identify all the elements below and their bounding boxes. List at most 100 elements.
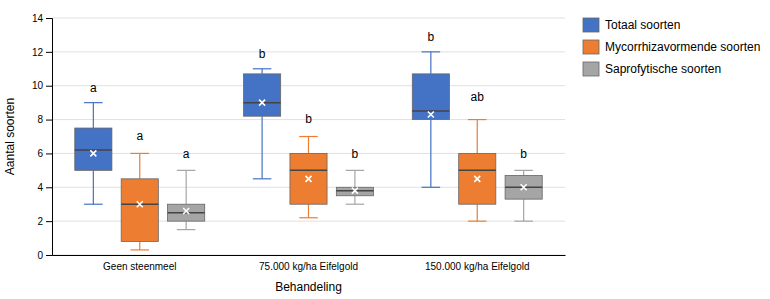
cap-low <box>346 204 365 205</box>
mean <box>474 176 480 182</box>
mean <box>137 201 143 207</box>
x-tick: 75.000 kg/ha Eifelgold <box>259 261 358 272</box>
box <box>459 120 496 222</box>
cap-high <box>468 119 487 120</box>
box-body <box>290 153 327 204</box>
legend-item: Totaal soorten <box>583 18 680 32</box>
mean <box>306 176 312 182</box>
annotation: a <box>136 129 143 143</box>
box-series <box>121 120 496 250</box>
y-tick-mark <box>46 86 52 87</box>
y-tick-label: 8 <box>37 114 43 125</box>
box <box>290 137 327 218</box>
grid-line <box>52 51 565 52</box>
boxes <box>75 52 542 250</box>
mean <box>259 100 265 106</box>
y-tick: 4 <box>37 182 52 193</box>
mean <box>428 111 434 117</box>
box <box>168 170 205 229</box>
cap-high <box>346 170 365 171</box>
x-tick-label: 75.000 kg/ha Eifelgold <box>259 261 358 272</box>
cap-high <box>84 102 103 103</box>
y-tick: 0 <box>37 250 52 261</box>
whisker-low <box>523 199 524 221</box>
cap-high <box>130 153 149 154</box>
legend-item: Mycorrhizavormende soorten <box>583 40 760 54</box>
plot: 02468101214Geen steenmeel75.000 kg/ha Ei… <box>32 13 566 272</box>
y-tick-mark <box>46 120 52 121</box>
annotation: a <box>183 147 190 161</box>
box <box>121 153 158 249</box>
whisker-high <box>354 170 355 187</box>
grid <box>52 18 565 255</box>
cap-low <box>84 204 103 205</box>
whisker-low <box>308 204 309 218</box>
whisker-high <box>261 69 262 74</box>
y-tick-label: 14 <box>32 13 44 24</box>
annotation: b <box>428 30 435 44</box>
box <box>244 69 281 179</box>
y-tick-label: 4 <box>37 182 43 193</box>
y-tick-label: 0 <box>37 250 43 261</box>
grid-line <box>52 18 565 19</box>
whisker-low <box>354 196 355 204</box>
cap-low <box>468 221 487 222</box>
legend-label: Mycorrhizavormende soorten <box>605 40 760 54</box>
x-axis-line <box>53 255 566 256</box>
median <box>412 110 449 112</box>
cap-low <box>514 221 533 222</box>
cap-high <box>177 170 196 171</box>
y-tick-label: 12 <box>32 47 44 58</box>
cap-high <box>299 136 318 137</box>
cap-low <box>422 187 441 188</box>
box <box>336 170 373 204</box>
box-body <box>412 74 449 120</box>
y-tick: 14 <box>32 13 52 24</box>
y-tick-label: 2 <box>37 216 43 227</box>
box-series <box>168 170 543 229</box>
y-axis: 02468101214 <box>32 13 53 261</box>
x-tick-label: 150.000 kg/ha Eifelgold <box>425 261 530 272</box>
mean <box>352 188 358 194</box>
whisker-low <box>139 241 140 249</box>
y-tick-mark <box>46 18 52 19</box>
whisker-high <box>139 153 140 178</box>
y-tick: 6 <box>37 148 52 159</box>
box-body <box>121 179 158 242</box>
whisker-low <box>430 120 431 188</box>
median <box>168 212 205 214</box>
whisker-low <box>186 221 187 229</box>
legend-swatch <box>583 62 599 76</box>
box-body <box>505 175 542 199</box>
cap-high <box>422 51 441 52</box>
whisker-low <box>477 204 478 221</box>
cap-low <box>130 249 149 250</box>
annotation: a <box>90 81 97 95</box>
y-tick-mark <box>46 52 52 53</box>
x-axis: Geen steenmeel75.000 kg/ha Eifelgold150.… <box>53 256 566 273</box>
median <box>75 149 112 151</box>
median <box>290 170 327 172</box>
annotations: aaabbbbabb <box>90 30 527 161</box>
annotation: b <box>259 47 266 61</box>
annotation: b <box>520 147 527 161</box>
cap-high <box>514 170 533 171</box>
y-tick: 2 <box>37 216 52 227</box>
legend-label: Totaal soorten <box>605 18 680 32</box>
box <box>75 103 112 205</box>
box-body <box>459 153 496 204</box>
whisker-low <box>261 116 262 179</box>
mean <box>521 184 527 190</box>
legend-label: Saprofytische soorten <box>605 62 721 76</box>
whisker-high <box>523 170 524 175</box>
annotation: ab <box>471 90 485 104</box>
y-tick-mark <box>46 255 52 256</box>
median <box>459 170 496 172</box>
mean <box>90 150 96 156</box>
y-axis-line <box>46 19 53 256</box>
legend-swatch <box>583 18 599 32</box>
whisker-high <box>186 170 187 204</box>
whisker-high <box>93 103 94 128</box>
mean <box>183 208 189 214</box>
box-body <box>336 187 373 195</box>
